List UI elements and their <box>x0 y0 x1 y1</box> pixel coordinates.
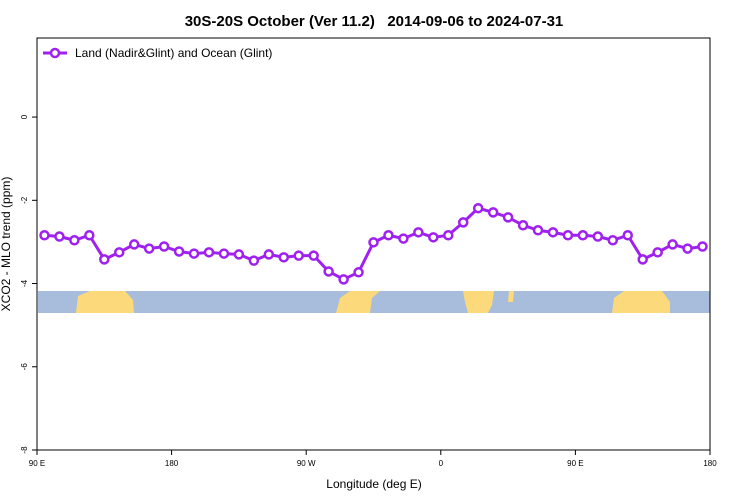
x-tick-label: 90 E <box>29 459 45 468</box>
legend-label: Land (Nadir&Glint) and Ocean (Glint) <box>75 46 272 60</box>
data-point <box>577 230 589 241</box>
data-point <box>338 274 349 285</box>
x-tick-label: 180 <box>703 459 717 468</box>
data-point <box>263 249 275 260</box>
data-point <box>487 207 499 218</box>
data-point <box>353 267 364 278</box>
x-tick-label: 0 <box>439 459 444 468</box>
data-point <box>383 230 394 241</box>
ocean-band <box>38 291 710 313</box>
data-point <box>114 247 125 258</box>
land-patch <box>612 291 670 313</box>
data-point <box>398 233 409 244</box>
data-point <box>637 254 648 265</box>
data-point <box>248 255 260 266</box>
x-axis-label: Longitude (deg E) <box>326 477 421 491</box>
y-tick-label: 0 <box>20 114 29 119</box>
data-point <box>128 239 140 250</box>
data-point <box>323 266 334 277</box>
data-point <box>69 235 80 246</box>
data-point <box>158 241 170 252</box>
y-axis-label: XCO2 - MLO trend (ppm) <box>0 177 13 312</box>
y-tick-label: -8 <box>20 446 29 454</box>
x-tick-label: 90 E <box>567 459 583 468</box>
data-point <box>173 246 185 257</box>
data-point <box>278 252 290 263</box>
data-point <box>218 248 230 259</box>
land-patch <box>463 291 494 313</box>
data-point <box>532 225 544 236</box>
data-point <box>562 230 574 241</box>
data-point <box>368 237 379 248</box>
data-point <box>233 249 245 260</box>
y-tick-label: -2 <box>20 196 29 204</box>
data-point <box>592 231 604 242</box>
chart-title: 30S-20S October (Ver 11.2) 2014-09-06 to… <box>185 13 564 30</box>
y-tick-label: -4 <box>20 279 29 287</box>
x-tick-label: 180 <box>165 459 179 468</box>
data-point <box>428 232 439 243</box>
land-patch <box>508 291 514 302</box>
land-patch <box>76 291 134 313</box>
data-point <box>54 231 65 242</box>
plot-frame <box>36 37 711 451</box>
data-point <box>143 243 155 254</box>
data-point <box>308 250 319 261</box>
data-point <box>457 217 469 228</box>
data-point <box>99 254 110 265</box>
data-point <box>293 250 304 261</box>
data-point <box>39 230 50 241</box>
data-point <box>697 241 708 252</box>
data-point <box>547 227 559 238</box>
data-point <box>682 243 693 254</box>
data-point <box>622 230 633 241</box>
data-point <box>502 212 514 223</box>
data-point <box>517 220 529 231</box>
map-band <box>38 291 710 313</box>
data-point <box>413 227 424 238</box>
data-point <box>443 230 454 241</box>
data-point <box>188 248 200 259</box>
data-point <box>84 230 95 241</box>
data-point <box>607 235 619 246</box>
data-point <box>203 247 215 258</box>
data-point <box>652 247 663 258</box>
land-patch <box>336 291 380 313</box>
data-point <box>667 239 678 250</box>
y-tick-label: -6 <box>20 363 29 371</box>
x-tick-label: 90 W <box>297 459 316 468</box>
data-point <box>472 202 484 214</box>
legend-marker <box>49 47 61 59</box>
